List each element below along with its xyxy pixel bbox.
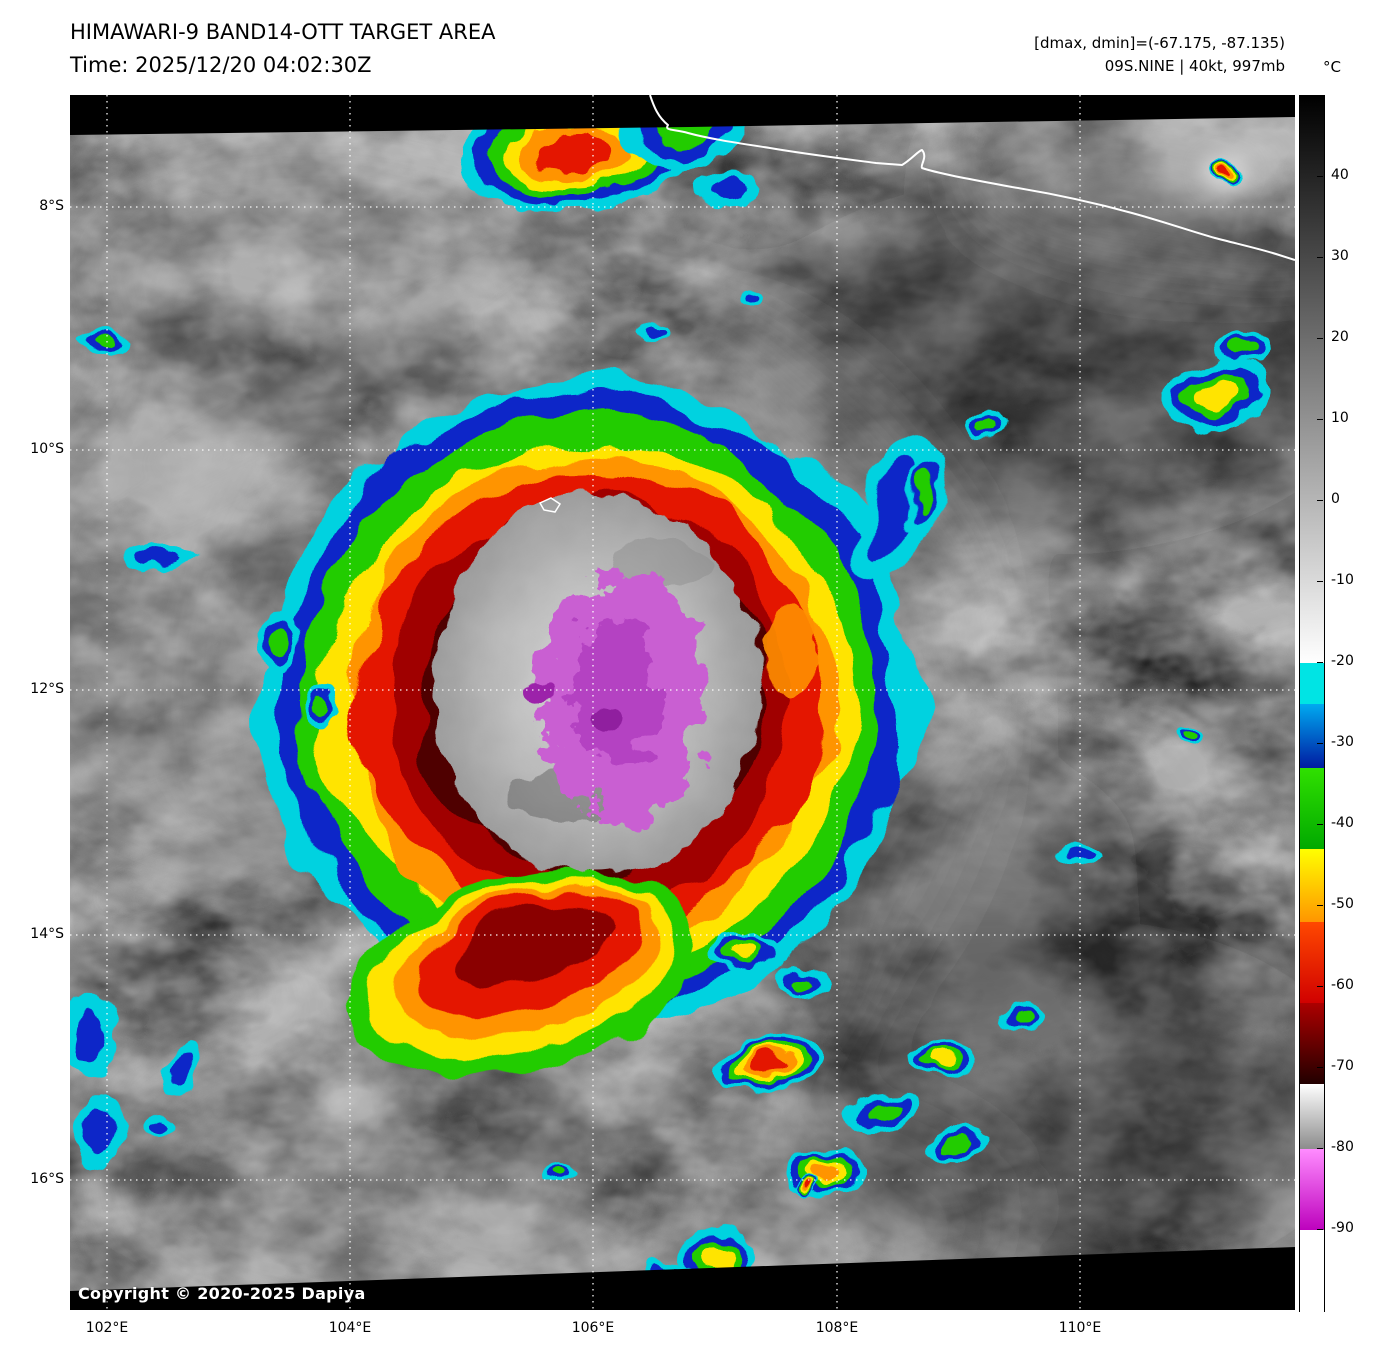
colorbar-tick-label: -70 bbox=[1331, 1058, 1354, 1074]
lat-label: 12°S bbox=[30, 681, 64, 697]
timestamp: Time: 2025/12/20 04:02:30Z bbox=[70, 53, 372, 77]
convective-cell bbox=[1210, 161, 1240, 185]
convective-cell bbox=[77, 327, 133, 355]
colorbar-tick-mark bbox=[1317, 1148, 1323, 1149]
storm-info-label: 09S.NINE | 40kt, 997mb bbox=[1104, 57, 1285, 75]
colorbar-tick-label: -50 bbox=[1331, 896, 1354, 912]
convective-cell bbox=[736, 291, 764, 309]
lon-label: 104°E bbox=[328, 1320, 372, 1336]
colorbar bbox=[1299, 95, 1325, 1312]
convective-cell bbox=[838, 1091, 926, 1135]
convective-cell bbox=[1176, 725, 1204, 745]
storm-detail-layer bbox=[349, 426, 952, 1078]
convective-cell bbox=[930, 1127, 990, 1159]
colorbar-unit-label: °C bbox=[1323, 58, 1341, 76]
header-right: [dmax, dmin]=(-67.175, -87.135) 09S.NINE… bbox=[800, 32, 1285, 78]
colorbar-tick-mark bbox=[1317, 905, 1323, 906]
convective-cell bbox=[1166, 360, 1270, 430]
colorbar-tick-label: 30 bbox=[1331, 248, 1349, 264]
colorbar-tick-mark bbox=[1317, 662, 1323, 663]
convective-cell bbox=[70, 985, 116, 1081]
convective-cell bbox=[718, 1034, 822, 1092]
dmax-dmin-label: [dmax, dmin]=(-67.175, -87.135) bbox=[1034, 34, 1285, 52]
convective-cell bbox=[258, 613, 298, 669]
convective-cell bbox=[774, 967, 830, 999]
colorbar-tick-label: -90 bbox=[1331, 1220, 1354, 1236]
convective-cell bbox=[542, 1158, 578, 1182]
island-outline bbox=[538, 497, 562, 513]
convective-cell bbox=[118, 545, 198, 573]
colorbar-tick-mark bbox=[1317, 743, 1323, 744]
colorbar-tick-mark bbox=[1317, 824, 1323, 825]
convective-cell bbox=[169, 1040, 201, 1100]
satellite-map bbox=[70, 95, 1295, 1310]
colorbar-tick-label: 40 bbox=[1331, 167, 1349, 183]
colorbar-tick-mark bbox=[1317, 1067, 1323, 1068]
colorbar-tick-mark bbox=[1317, 500, 1323, 501]
copyright-label: Copyright © 2020-2025 Dapiya bbox=[78, 1284, 366, 1303]
colorbar-tick-label: -80 bbox=[1331, 1139, 1354, 1155]
colorbar-tick-label: 0 bbox=[1331, 491, 1340, 507]
lon-label: 108°E bbox=[815, 1320, 859, 1336]
lat-label: 14°S bbox=[30, 926, 64, 942]
grid-lines bbox=[70, 95, 1295, 1310]
convective-cell bbox=[1216, 329, 1268, 365]
colorbar-tick-mark bbox=[1317, 581, 1323, 582]
storm bbox=[265, 377, 952, 1078]
colorbar-tick-mark bbox=[1317, 419, 1323, 420]
colorbar-tick-label: -10 bbox=[1331, 572, 1354, 588]
coastline bbox=[649, 95, 1295, 261]
convective-cell bbox=[77, 1095, 123, 1175]
colorbar-tick-mark bbox=[1317, 1229, 1323, 1230]
lat-label: 10°S bbox=[30, 441, 64, 457]
lon-label: 102°E bbox=[85, 1320, 129, 1336]
colorbar-tick-label: -30 bbox=[1331, 734, 1354, 750]
colorbar-tick-label: -40 bbox=[1331, 815, 1354, 831]
colorbar-tick-label: 20 bbox=[1331, 329, 1349, 345]
convective-cell bbox=[639, 323, 671, 343]
convective-cell bbox=[795, 1178, 819, 1196]
page-title: HIMAWARI-9 BAND14-OTT TARGET AREA bbox=[70, 20, 496, 44]
colorbar-tick-mark bbox=[1317, 257, 1323, 258]
convective-cell bbox=[142, 1111, 174, 1135]
no-data-wedge-top bbox=[70, 95, 1295, 135]
colorbar-tick-mark bbox=[1317, 986, 1323, 987]
convective-cell bbox=[304, 683, 336, 727]
no-data-wedge-bottom bbox=[70, 1247, 1295, 1310]
colorbar-tick-mark bbox=[1317, 176, 1323, 177]
convective-cell bbox=[968, 411, 1004, 439]
colorbar-tick-mark bbox=[1317, 338, 1323, 339]
colorbar-tick-label: 10 bbox=[1331, 410, 1349, 426]
convective-cell bbox=[1060, 843, 1100, 867]
lon-label: 106°E bbox=[571, 1320, 615, 1336]
convective-cell bbox=[904, 452, 940, 534]
colorbar-tick-label: -20 bbox=[1331, 653, 1354, 669]
lat-label: 16°S bbox=[30, 1171, 64, 1187]
convective-cell bbox=[1001, 1003, 1049, 1031]
convective-cell bbox=[700, 170, 760, 210]
lat-label: 8°S bbox=[39, 198, 64, 214]
lon-label: 110°E bbox=[1058, 1320, 1102, 1336]
convective-cell bbox=[709, 932, 781, 974]
colorbar-tick-label: -60 bbox=[1331, 977, 1354, 993]
convective-cell bbox=[908, 1039, 976, 1075]
